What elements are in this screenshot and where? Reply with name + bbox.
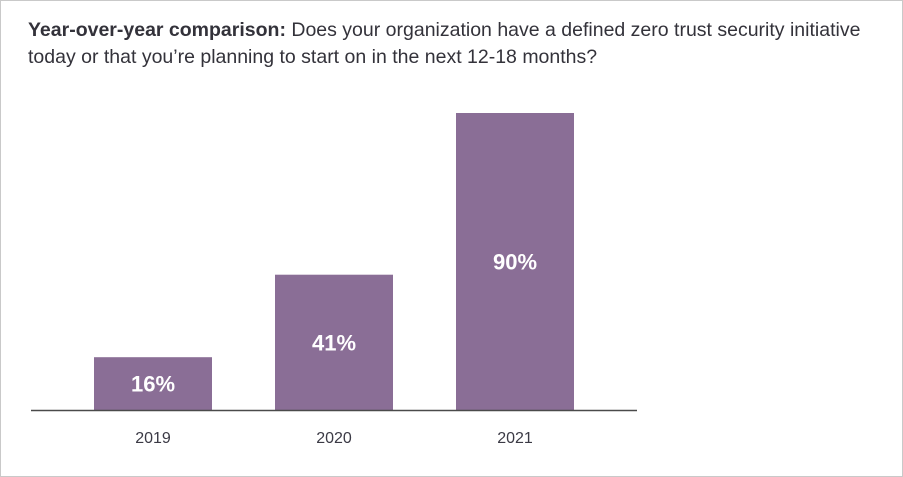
- bars-group: 16% 41% 90%: [94, 113, 574, 410]
- chart-title-lead: Year-over-year comparison:: [28, 19, 286, 41]
- x-tick-labels: 2019 2020 2021: [135, 430, 533, 447]
- bar-value-label-2021: 90%: [493, 250, 537, 275]
- chart-title-question: Does your organization have a defined ze…: [28, 19, 861, 68]
- bar-2020: [275, 274, 393, 410]
- x-tick-label-2020: 2020: [316, 430, 352, 447]
- x-tick-label-2019: 2019: [135, 430, 171, 447]
- chart-title: Year-over-year comparison: Does your org…: [28, 17, 888, 71]
- bar-value-label-2020: 41%: [312, 330, 356, 355]
- x-tick-label-2021: 2021: [497, 430, 533, 447]
- bar-2021: [456, 113, 574, 410]
- bar-2019: [94, 357, 212, 410]
- bar-value-label-2019: 16%: [131, 372, 175, 397]
